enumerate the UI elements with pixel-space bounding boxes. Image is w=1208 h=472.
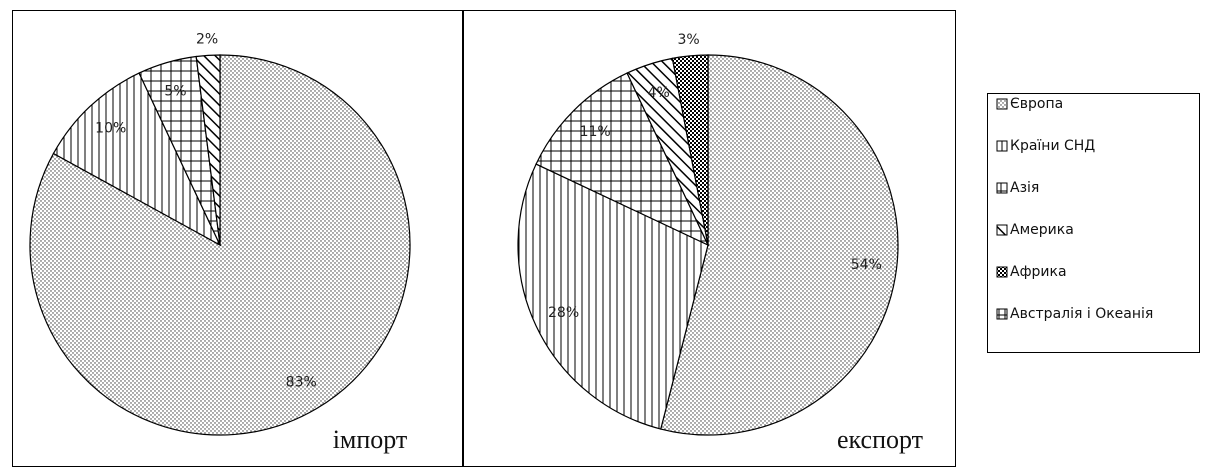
data-label: 2% — [196, 31, 218, 47]
legend-swatch — [996, 308, 1008, 320]
data-label: 83% — [286, 374, 317, 390]
data-label: 3% — [678, 32, 700, 48]
legend-label: Азія — [1010, 180, 1039, 196]
legend-swatch — [996, 98, 1008, 110]
legend-swatch — [996, 224, 1008, 236]
chart-title: імпорт — [333, 425, 408, 454]
legend-swatch — [996, 266, 1008, 278]
data-label: 4% — [648, 85, 670, 101]
data-label: 54% — [851, 257, 882, 273]
legend-label: Країни СНД — [1010, 138, 1095, 154]
pie-slice — [195, 54, 221, 246]
legend-label: Африка — [1010, 264, 1067, 280]
chart-title: експорт — [837, 425, 923, 454]
legend-swatch — [996, 182, 1008, 194]
frame — [463, 10, 956, 467]
legend-label: Європа — [1010, 96, 1063, 112]
data-label: 11% — [580, 124, 611, 140]
frame — [12, 10, 463, 467]
data-label: 28% — [548, 305, 579, 321]
data-label: 5% — [164, 84, 186, 100]
legend-label: Америка — [1010, 222, 1074, 238]
pie-slice — [660, 54, 899, 436]
pie-slice — [517, 163, 709, 430]
legend-box — [987, 93, 1200, 353]
pie-slice — [671, 54, 709, 246]
legend-label: Австралія і Океанія — [1010, 306, 1153, 322]
pie-slice — [535, 72, 710, 247]
legend-swatch — [996, 140, 1008, 152]
data-label: 10% — [95, 121, 126, 137]
pie-slice — [52, 72, 222, 247]
